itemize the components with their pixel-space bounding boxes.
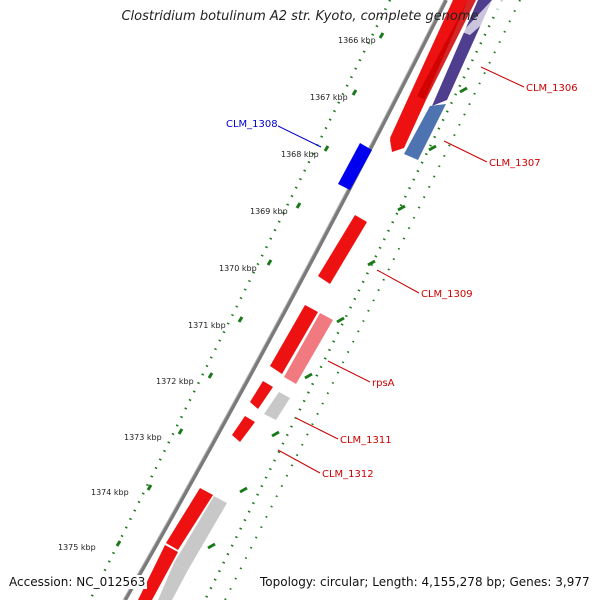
minor-ticks xyxy=(207,86,468,550)
feature-grey-1 xyxy=(174,496,227,570)
label-leaders xyxy=(277,66,525,474)
feature-red-5 xyxy=(250,381,273,409)
reverse-strand-features xyxy=(158,0,510,600)
outer-tick-ring-right xyxy=(224,0,521,600)
backbone-highlight xyxy=(122,0,445,600)
feature-red-8 xyxy=(138,545,178,600)
map-title: Clostridium botulinum A2 str. Kyoto, com… xyxy=(121,9,479,24)
scale-label-1373: 1373 kbp xyxy=(124,433,162,442)
gene-label-clm1308: CLM_1308 xyxy=(226,119,278,130)
feature-red-7 xyxy=(166,488,213,550)
feature-grey-clm1311 xyxy=(264,392,290,420)
gene-label-rpsa: rpsA xyxy=(372,378,395,389)
feature-blue-clm1308 xyxy=(338,143,372,190)
feature-pink-rpsA xyxy=(284,313,333,384)
feature-red-2 xyxy=(414,0,476,104)
scale-label-1366: 1366 kbp xyxy=(338,36,376,45)
inner-tick-ring-right xyxy=(203,0,504,600)
scale-label-1374: 1374 kbp xyxy=(91,488,129,497)
accession-label: Accession: NC_012563 xyxy=(7,575,148,589)
feature-red-clm1309 xyxy=(318,215,367,284)
scale-label-1372: 1372 kbp xyxy=(156,377,194,386)
scale-label-1369: 1369 kbp xyxy=(250,207,288,216)
feature-red-6 xyxy=(232,416,255,442)
gene-label-clm1311: CLM_1311 xyxy=(340,435,392,446)
forward-strand-features xyxy=(138,0,476,600)
scale-label-1370: 1370 kbp xyxy=(219,264,257,273)
scale-label-1367: 1367 kbp xyxy=(310,93,348,102)
major-ticks xyxy=(115,32,385,547)
outer-tick-ring-left xyxy=(88,0,392,600)
scale-label-1375: 1375 kbp xyxy=(58,543,96,552)
feature-white-top xyxy=(462,0,510,35)
feature-grey-2 xyxy=(158,563,188,600)
gene-labels: CLM_1306 CLM_1307 CLM_1308 CLM_1309 rpsA… xyxy=(226,83,578,480)
scale-label-1368: 1368 kbp xyxy=(281,150,319,159)
feature-lightblue-clm1307 xyxy=(404,104,446,160)
feature-red-3 xyxy=(390,95,426,152)
scale-labels: 1366 kbp 1367 kbp 1368 kbp 1369 kbp 1370… xyxy=(58,36,376,552)
gene-label-clm1307: CLM_1307 xyxy=(489,158,541,169)
gene-label-clm1312: CLM_1312 xyxy=(322,469,374,480)
feature-red-4 xyxy=(270,305,318,374)
genome-backbone xyxy=(123,0,448,600)
topology-label: Topology: circular; Length: 4,155,278 bp… xyxy=(258,575,592,589)
gene-label-clm1306: CLM_1306 xyxy=(526,83,578,94)
gene-label-clm1309: CLM_1309 xyxy=(421,289,473,300)
scale-label-1371: 1371 kbp xyxy=(188,321,226,330)
